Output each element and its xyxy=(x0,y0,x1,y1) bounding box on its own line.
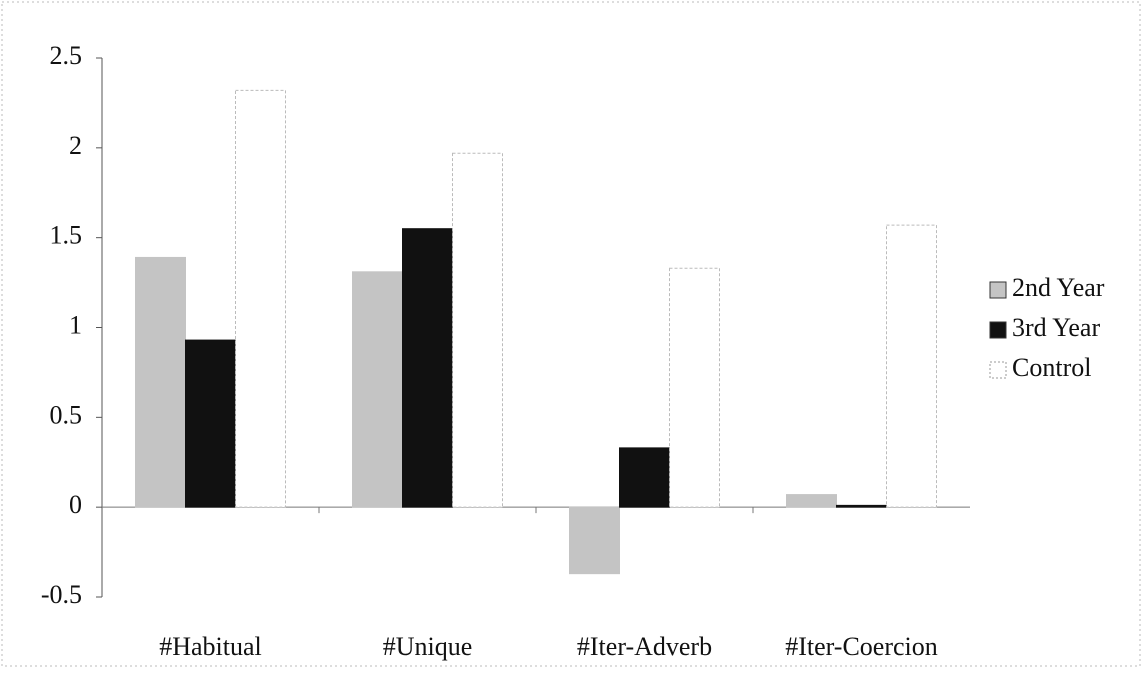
bar xyxy=(352,271,403,508)
legend-label: Control xyxy=(1012,353,1091,382)
bar xyxy=(886,224,937,508)
bar xyxy=(836,504,887,508)
bar xyxy=(185,339,236,508)
y-tick-label: 2.5 xyxy=(50,41,83,70)
x-tick-label: #Unique xyxy=(383,632,473,661)
y-tick-label: 1 xyxy=(69,310,82,339)
x-tick-label: #Iter-Adverb xyxy=(577,632,712,661)
legend-label: 3rd Year xyxy=(1012,313,1100,342)
y-tick-label: -0.5 xyxy=(41,580,82,609)
y-tick-label: 0 xyxy=(69,490,82,519)
bar xyxy=(569,506,620,575)
y-tick-label: 0.5 xyxy=(50,400,83,429)
x-tick-label: #Iter-Coercion xyxy=(785,632,938,661)
legend-swatch xyxy=(989,281,1007,299)
bar xyxy=(452,152,503,508)
bar xyxy=(786,494,837,508)
legend-label: 2nd Year xyxy=(1012,273,1105,302)
legend-swatch xyxy=(989,321,1007,339)
y-tick-label: 2 xyxy=(69,131,82,160)
bar xyxy=(402,228,453,508)
legend-swatch xyxy=(989,361,1007,379)
bar xyxy=(235,89,286,508)
bar xyxy=(135,256,186,508)
y-tick-label: 1.5 xyxy=(50,221,83,250)
bar xyxy=(669,267,720,508)
x-tick-label: #Habitual xyxy=(159,632,262,661)
bar xyxy=(619,447,670,508)
